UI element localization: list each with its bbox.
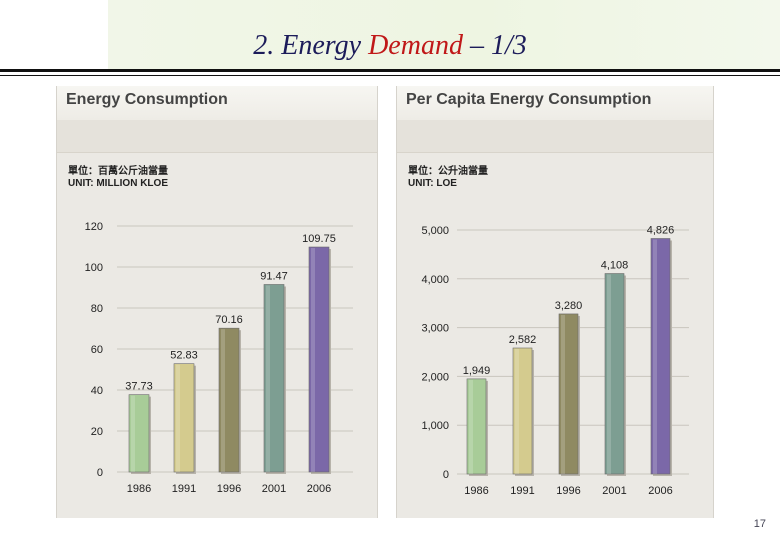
unit-label-zh: 單位：公升油當量 [408, 166, 488, 177]
title-rule-thin [0, 75, 780, 76]
x-tick-label: 2001 [262, 483, 286, 495]
bar [466, 378, 487, 475]
bar-highlight [607, 274, 611, 474]
bar [604, 273, 625, 475]
x-tick-label: 2001 [602, 485, 626, 497]
energy-consumption-panel: Energy Consumption 單位：百萬公斤油當量 UNIT: MILL… [56, 86, 378, 518]
bar-value-label: 37.73 [125, 381, 153, 393]
bar-value-label: 2,582 [509, 334, 537, 346]
title-word-energy: Energy [281, 30, 362, 61]
bar-highlight [653, 239, 657, 474]
x-tick-label: 1991 [510, 485, 534, 497]
bar-highlight [311, 248, 315, 472]
x-tick-label: 2006 [307, 483, 331, 495]
x-tick-label: 1986 [464, 485, 488, 497]
per-capita-chart: 0 1,000 2,000 3,000 4,000 5,000 1,949 1986 2,582… [421, 224, 689, 497]
x-tick-label: 1996 [556, 485, 580, 497]
bar-value-label: 3,280 [555, 300, 583, 312]
y-tick-label: 3,000 [421, 323, 449, 335]
bar [128, 394, 150, 473]
bar [218, 327, 240, 473]
y-tick-label: 0 [97, 467, 103, 479]
y-tick-label: 40 [91, 385, 103, 397]
bar-value-label: 109.75 [302, 233, 336, 245]
y-tick-label: 100 [85, 262, 103, 274]
bar [512, 347, 533, 475]
title-rule-thick [0, 69, 780, 72]
bar [263, 284, 285, 473]
title-word-demand: Demand [368, 30, 463, 61]
slide-title: 2. Energy Demand – 1/3 [0, 30, 780, 62]
panel-band [57, 120, 377, 153]
title-number: 2. [253, 30, 275, 61]
bar [650, 238, 671, 475]
y-tick-label: 80 [91, 303, 103, 315]
bar-highlight [176, 364, 180, 472]
chart-title: Per Capita Energy Consumption [406, 91, 652, 108]
bar-value-label: 70.16 [215, 314, 243, 326]
bar-highlight [131, 395, 135, 472]
bar-highlight [515, 348, 519, 474]
y-tick-label: 1,000 [421, 420, 449, 432]
panel-header: Energy Consumption [57, 86, 377, 121]
bar-highlight [561, 314, 565, 474]
x-tick-label: 2006 [648, 485, 672, 497]
bar-value-label: 52.83 [170, 350, 198, 362]
x-tick-label: 1991 [172, 483, 196, 495]
bar-highlight [469, 379, 473, 474]
bar-value-label: 4,108 [601, 260, 629, 272]
bar [558, 313, 579, 475]
unit-label-en: UNIT: LOE [408, 178, 457, 189]
y-tick-label: 4,000 [421, 274, 449, 286]
y-tick-label: 20 [91, 426, 103, 438]
y-tick-label: 0 [443, 469, 449, 481]
energy-consumption-chart: 0 20 40 60 80 100 120 37.73 1986 52.83 1991 70.16 19… [85, 221, 353, 495]
y-tick-label: 5,000 [421, 225, 449, 237]
panel-band [397, 120, 713, 153]
bar [308, 246, 330, 473]
x-tick-label: 1996 [217, 483, 241, 495]
unit-label-en: UNIT: MILLION KLOE [68, 178, 168, 189]
y-tick-label: 120 [85, 221, 103, 233]
per-capita-panel: Per Capita Energy Consumption 單位：公升油當量 U… [396, 86, 714, 518]
y-tick-label: 2,000 [421, 371, 449, 383]
x-tick-label: 1986 [127, 483, 151, 495]
title-suffix: – 1/3 [469, 30, 527, 61]
bar-value-label: 91.47 [260, 270, 288, 282]
panel-header: Per Capita Energy Consumption [397, 86, 713, 121]
title-band [108, 0, 780, 72]
bar-highlight [266, 285, 270, 472]
bar-value-label: 4,826 [647, 224, 675, 236]
chart-title: Energy Consumption [66, 91, 228, 108]
page-number: 17 [753, 518, 766, 530]
bar [173, 363, 195, 473]
bar-value-label: 1,949 [463, 365, 491, 377]
unit-label-zh: 單位：百萬公斤油當量 [68, 166, 168, 177]
y-tick-label: 60 [91, 344, 103, 356]
bar-highlight [221, 329, 225, 472]
